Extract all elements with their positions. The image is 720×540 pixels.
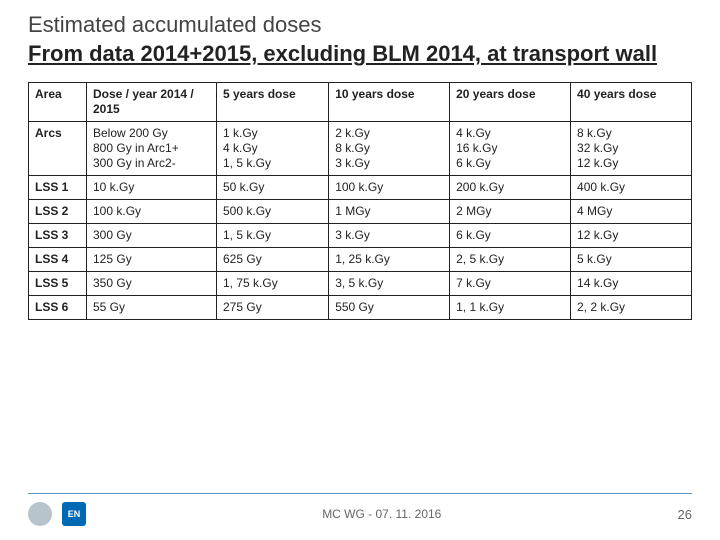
- table-cell: 2 MGy: [450, 199, 571, 223]
- table-cell: 300 Gy: [87, 223, 217, 247]
- table-cell: LSS 3: [29, 223, 87, 247]
- table-row: LSS 5350 Gy1, 75 k.Gy3, 5 k.Gy7 k.Gy14 k…: [29, 271, 692, 295]
- page-number: 26: [678, 507, 692, 522]
- table-cell: 3, 5 k.Gy: [329, 271, 450, 295]
- table-row: ArcsBelow 200 Gy800 Gy in Arc1+300 Gy in…: [29, 121, 692, 175]
- table-cell: 5 k.Gy: [571, 247, 692, 271]
- table-cell: 1, 25 k.Gy: [329, 247, 450, 271]
- table-cell: 7 k.Gy: [450, 271, 571, 295]
- table-cell: 125 Gy: [87, 247, 217, 271]
- table-cell: 350 Gy: [87, 271, 217, 295]
- en-logo-icon: EN: [62, 502, 86, 526]
- table-header-row: Area Dose / year 2014 / 2015 5 years dos…: [29, 82, 692, 121]
- table-row: LSS 3300 Gy1, 5 k.Gy3 k.Gy6 k.Gy12 k.Gy: [29, 223, 692, 247]
- col-area: Area: [29, 82, 87, 121]
- table-cell: 2, 2 k.Gy: [571, 295, 692, 319]
- table-cell: LSS 2: [29, 199, 87, 223]
- footer-divider: [28, 493, 692, 494]
- table-cell: 275 Gy: [217, 295, 329, 319]
- slide-title-2: From data 2014+2015, excluding BLM 2014,…: [28, 40, 692, 68]
- table-cell: 550 Gy: [329, 295, 450, 319]
- footer-logos: EN: [28, 502, 86, 526]
- table-cell: 100 k.Gy: [87, 199, 217, 223]
- footer: EN MC WG - 07. 11. 2016 26: [28, 502, 692, 526]
- footer-caption: MC WG - 07. 11. 2016: [86, 507, 678, 521]
- col-40y: 40 years dose: [571, 82, 692, 121]
- table-cell: 14 k.Gy: [571, 271, 692, 295]
- table-cell: 1, 75 k.Gy: [217, 271, 329, 295]
- table-cell: 500 k.Gy: [217, 199, 329, 223]
- table-cell: 200 k.Gy: [450, 175, 571, 199]
- table-row: LSS 110 k.Gy50 k.Gy100 k.Gy200 k.Gy400 k…: [29, 175, 692, 199]
- table-cell: 1 k.Gy4 k.Gy1, 5 k.Gy: [217, 121, 329, 175]
- table-row: LSS 2100 k.Gy500 k.Gy1 MGy2 MGy4 MGy: [29, 199, 692, 223]
- slide-title-1: Estimated accumulated doses: [28, 12, 692, 38]
- table-cell: 1, 5 k.Gy: [217, 223, 329, 247]
- table-row: LSS 655 Gy275 Gy550 Gy1, 1 k.Gy2, 2 k.Gy: [29, 295, 692, 319]
- table-cell: 400 k.Gy: [571, 175, 692, 199]
- table-cell: 1, 1 k.Gy: [450, 295, 571, 319]
- table-cell: 3 k.Gy: [329, 223, 450, 247]
- col-10y: 10 years dose: [329, 82, 450, 121]
- table-cell: 6 k.Gy: [450, 223, 571, 247]
- table-cell: 4 k.Gy16 k.Gy6 k.Gy: [450, 121, 571, 175]
- table-cell: 12 k.Gy: [571, 223, 692, 247]
- table-cell: LSS 1: [29, 175, 87, 199]
- table-cell: LSS 6: [29, 295, 87, 319]
- table-cell: LSS 4: [29, 247, 87, 271]
- table-cell: Arcs: [29, 121, 87, 175]
- table-cell: 8 k.Gy32 k.Gy12 k.Gy: [571, 121, 692, 175]
- table-row: LSS 4125 Gy625 Gy1, 25 k.Gy2, 5 k.Gy5 k.…: [29, 247, 692, 271]
- table-cell: 100 k.Gy: [329, 175, 450, 199]
- title-block: Estimated accumulated doses From data 20…: [28, 12, 692, 68]
- table-cell: 50 k.Gy: [217, 175, 329, 199]
- cern-logo-icon: [28, 502, 52, 526]
- table-cell: 10 k.Gy: [87, 175, 217, 199]
- table-cell: 2 k.Gy8 k.Gy3 k.Gy: [329, 121, 450, 175]
- slide: Estimated accumulated doses From data 20…: [0, 0, 720, 540]
- table-cell: 55 Gy: [87, 295, 217, 319]
- col-5y: 5 years dose: [217, 82, 329, 121]
- table-cell: Below 200 Gy800 Gy in Arc1+300 Gy in Arc…: [87, 121, 217, 175]
- table-cell: 4 MGy: [571, 199, 692, 223]
- table-cell: LSS 5: [29, 271, 87, 295]
- table-cell: 1 MGy: [329, 199, 450, 223]
- col-dose-year: Dose / year 2014 / 2015: [87, 82, 217, 121]
- table-cell: 2, 5 k.Gy: [450, 247, 571, 271]
- col-20y: 20 years dose: [450, 82, 571, 121]
- dose-table: Area Dose / year 2014 / 2015 5 years dos…: [28, 82, 692, 320]
- table-cell: 625 Gy: [217, 247, 329, 271]
